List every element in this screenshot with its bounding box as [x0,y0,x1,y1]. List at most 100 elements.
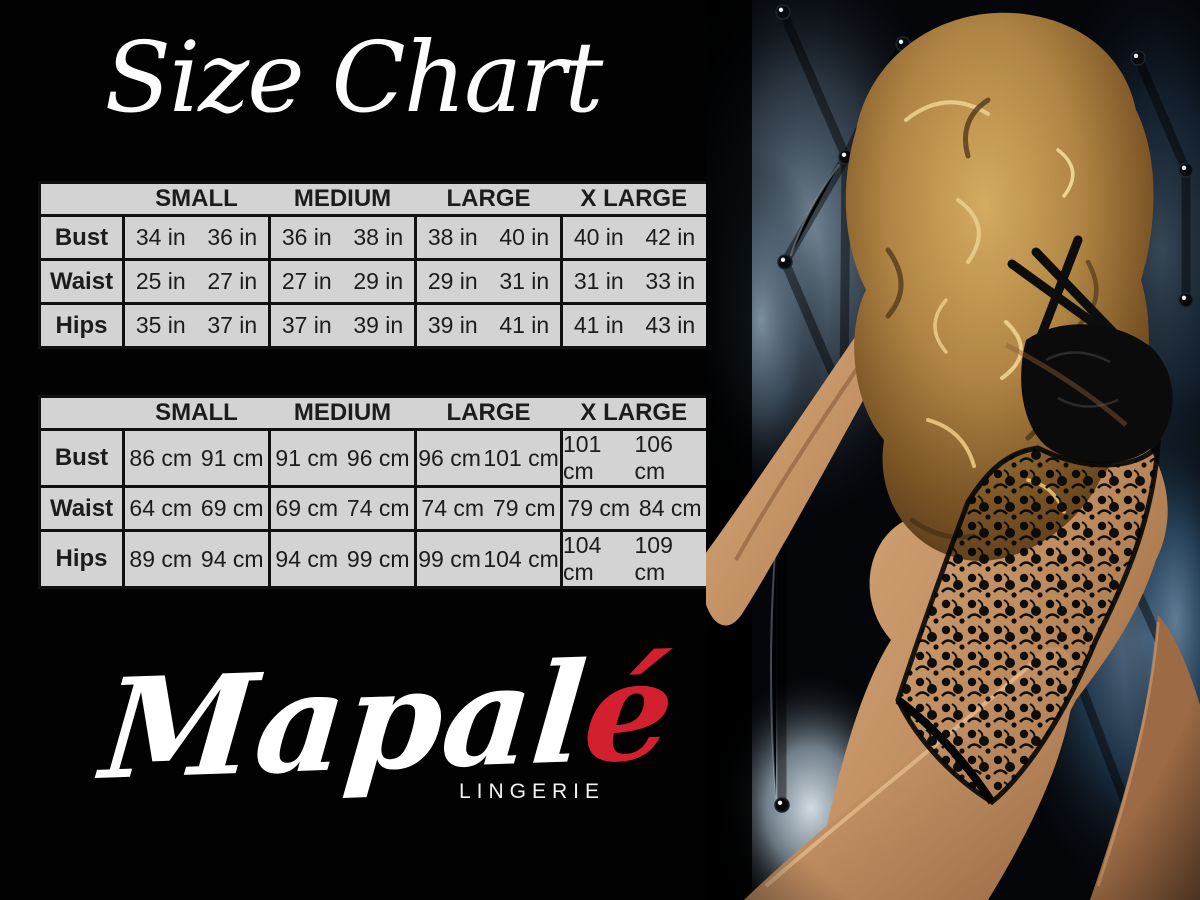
col-header-xlarge: X LARGE [561,395,708,431]
cell-waist-medium: 27 in 29 in [268,258,417,305]
row-label: Bust [38,214,125,261]
value: 41 in [573,312,624,338]
col-header-medium: MEDIUM [269,181,416,217]
cell-hips-xlarge: 41 in 43 in [560,302,709,349]
table-row-bust: Bust 34 in 36 in 36 in 38 in 38 in 40 in 40… [38,214,709,261]
value: 33 in [645,268,696,294]
cell-hips-medium: 37 in 39 in [268,302,417,349]
value: 96 cm [418,444,481,471]
value: 69 cm [275,495,339,521]
value: 31 in [499,268,550,294]
value: 64 cm [129,495,193,521]
cell-bust-large: 38 in 40 in [414,214,563,261]
photo-illustration [651,0,1200,900]
value: 99 cm [418,545,481,572]
table-row-hips: Hips 89 cm 94 cm 94 cm 99 cm 99 cm 104 cm 1… [38,529,709,589]
value: 27 in [281,268,332,294]
value: 27 in [207,268,258,294]
model-photo [651,0,1200,900]
cell-waist-xlarge: 79 cm 84 cm [560,485,709,532]
value: 104 cm [563,532,602,585]
brand-tagline: LINGERIE [458,780,605,803]
corner-cell [39,181,124,217]
cell-bust-xlarge: 101 cm 106 cm [560,428,709,488]
cell-bust-large: 96 cm 101 cm [414,428,563,488]
cell-hips-small: 89 cm 94 cm [122,529,271,589]
row-label: Hips [38,302,125,349]
table-row-bust: Bust 86 cm 91 cm 91 cm 96 cm 96 cm 101 cm 1… [38,428,709,488]
left-panel: Size Chart SMALL MEDIUM LARGE X LARGE Bu… [38,21,709,811]
cell-bust-medium: 91 cm 96 cm [268,428,417,488]
table-header-row: SMALL MEDIUM LARGE X LARGE [39,395,708,431]
value: 99 cm [346,545,410,572]
cell-waist-small: 25 in 27 in [122,258,271,305]
row-label: Waist [38,485,125,532]
value: 74 cm [421,495,485,521]
cell-waist-large: 74 cm 79 cm [414,485,563,532]
value: 109 cm [634,532,673,585]
value: 94 cm [200,545,264,572]
col-header-xlarge: X LARGE [561,181,708,217]
value: 79 cm [492,495,556,521]
cell-hips-large: 39 in 41 in [414,302,563,349]
table-row-hips: Hips 35 in 37 in 37 in 39 in 39 in 41 in 41… [38,302,709,349]
value: 38 in [353,224,404,250]
cell-hips-medium: 94 cm 99 cm [268,529,417,589]
value: 91 cm [200,444,264,471]
value: 39 in [427,312,478,338]
cell-bust-small: 34 in 36 in [122,214,271,261]
cell-waist-large: 29 in 31 in [414,258,563,305]
brand-name-accent: é [577,628,681,795]
value: 37 in [207,312,258,338]
value: 29 in [427,268,478,294]
value: 106 cm [634,431,673,484]
value: 86 cm [129,444,193,471]
value: 25 in [135,268,186,294]
table-row-waist: Waist 64 cm 69 cm 69 cm 74 cm 74 cm 79 cm 7… [38,485,709,532]
value: 36 in [281,224,332,250]
vignette [706,0,1200,900]
value: 91 cm [275,444,339,471]
value: 35 in [135,312,186,338]
value: 101 cm [483,444,559,471]
value: 37 in [281,312,332,338]
value: 40 in [499,224,550,250]
cell-hips-large: 99 cm 104 cm [414,529,563,589]
col-header-large: LARGE [415,181,562,217]
value: 29 in [353,268,404,294]
value: 79 cm [567,495,631,521]
value: 74 cm [346,495,410,521]
value: 31 in [573,268,624,294]
table-row-waist: Waist 25 in 27 in 27 in 29 in 29 in 31 in 3… [38,258,709,305]
cell-waist-small: 64 cm 69 cm [122,485,271,532]
value: 96 cm [346,444,410,471]
brand-logo: Mapalé [62,628,713,811]
value: 43 in [645,312,696,338]
size-table-inches: SMALL MEDIUM LARGE X LARGE Bust 34 in 36 … [38,181,709,349]
cell-waist-medium: 69 cm 74 cm [268,485,417,532]
value: 104 cm [483,545,559,572]
value: 40 in [573,224,624,250]
value: 42 in [645,224,696,250]
corner-cell [39,395,124,431]
col-header-large: LARGE [415,395,562,431]
table-header-row: SMALL MEDIUM LARGE X LARGE [39,181,708,217]
row-label: Hips [38,529,125,589]
value: 41 in [499,312,550,338]
value: 39 in [353,312,404,338]
value: 69 cm [200,495,264,521]
cell-bust-medium: 36 in 38 in [268,214,417,261]
col-header-medium: MEDIUM [269,395,416,431]
row-label: Bust [38,428,125,488]
value: 94 cm [275,545,339,572]
cell-hips-xlarge: 104 cm 109 cm [560,529,709,589]
size-table-centimeters: SMALL MEDIUM LARGE X LARGE Bust 86 cm 91 … [38,395,709,589]
col-header-small: SMALL [123,181,270,217]
cell-hips-small: 35 in 37 in [122,302,271,349]
page-title: Size Chart [104,21,604,134]
value: 38 in [427,224,478,250]
value: 84 cm [638,495,702,521]
value: 101 cm [563,431,602,484]
cell-waist-xlarge: 31 in 33 in [560,258,709,305]
